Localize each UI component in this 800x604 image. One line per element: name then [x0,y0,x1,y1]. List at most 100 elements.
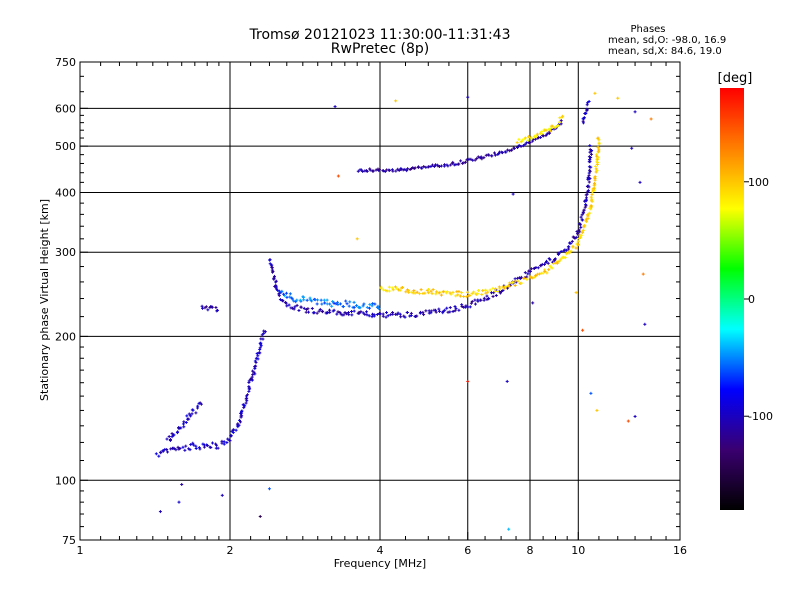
data-point [160,451,162,455]
data-point [195,446,197,450]
data-point [515,280,517,284]
data-point [277,288,279,292]
data-point [642,272,644,276]
data-point [483,298,485,302]
data-point [416,290,418,294]
data-point [221,441,223,445]
data-point [498,152,500,156]
data-point [556,261,558,265]
data-point [477,292,479,296]
data-point [578,243,580,247]
data-point [589,168,591,172]
data-point [158,454,160,458]
data-point [248,379,250,383]
data-point [216,309,218,313]
data-point [446,306,448,310]
data-point [257,354,259,358]
data-point [326,298,328,302]
data-point [348,304,350,308]
y-tick-label: 75 [62,534,76,547]
data-point [489,288,491,292]
data-point [262,337,264,341]
data-point [395,312,397,316]
data-point [271,265,273,269]
data-point [438,164,440,168]
data-point [483,156,485,160]
data-point [583,225,585,229]
data-point [598,142,600,146]
data-point [585,193,587,197]
data-point [425,309,427,313]
data-point [497,290,499,294]
data-point [248,381,250,385]
data-point [561,115,563,119]
data-point [436,163,438,167]
data-point [349,300,351,304]
data-point [571,239,573,243]
data-point [576,230,578,234]
y-tick-label: 400 [55,186,76,199]
data-point [334,105,336,109]
data-point [392,312,394,316]
data-point [485,291,487,295]
data-point [505,284,507,288]
data-point [382,312,384,316]
data-point [414,291,416,295]
data-point [597,145,599,149]
data-point [445,291,447,295]
data-point [506,379,508,383]
data-point [529,141,531,145]
data-point [376,312,378,316]
chart-title: Tromsø 20121023 11:30:00-11:31:43 [249,27,511,43]
data-point [166,448,168,452]
data-point [179,446,181,450]
data-point [470,157,472,161]
data-point [553,259,555,263]
data-point [514,279,516,283]
data-point [306,298,308,302]
colorbar-label: [deg] [718,71,753,86]
data-point [241,410,243,414]
data-point [406,288,408,292]
data-point [514,277,516,281]
data-point [541,262,543,266]
data-point [590,391,592,395]
data-point [452,290,454,294]
data-point [428,311,430,315]
data-point [567,247,569,251]
data-point [634,414,636,418]
data-point [644,322,646,326]
data-point [442,290,444,294]
data-point [395,99,397,103]
x-tick-label: 16 [673,544,687,557]
data-point [425,165,427,169]
data-point [526,275,528,279]
data-point [549,131,551,135]
data-point [254,359,256,363]
data-point [479,156,481,160]
data-point [279,291,281,295]
data-point [377,167,379,171]
data-point [235,428,237,432]
data-point [360,168,362,172]
data-point [337,303,339,307]
data-point [398,168,400,172]
data-point [195,444,197,448]
data-point [246,399,248,403]
data-point [345,312,347,316]
data-point [589,169,591,173]
data-point [477,155,479,159]
data-points [154,91,653,531]
data-point [290,306,292,310]
data-point [422,310,424,314]
data-point [432,163,434,167]
data-point [358,311,360,315]
data-point [162,449,164,453]
data-point [590,207,592,211]
data-point [308,310,310,314]
data-point [430,165,432,169]
data-point [430,311,432,315]
data-point [189,448,191,452]
data-point [528,269,530,273]
